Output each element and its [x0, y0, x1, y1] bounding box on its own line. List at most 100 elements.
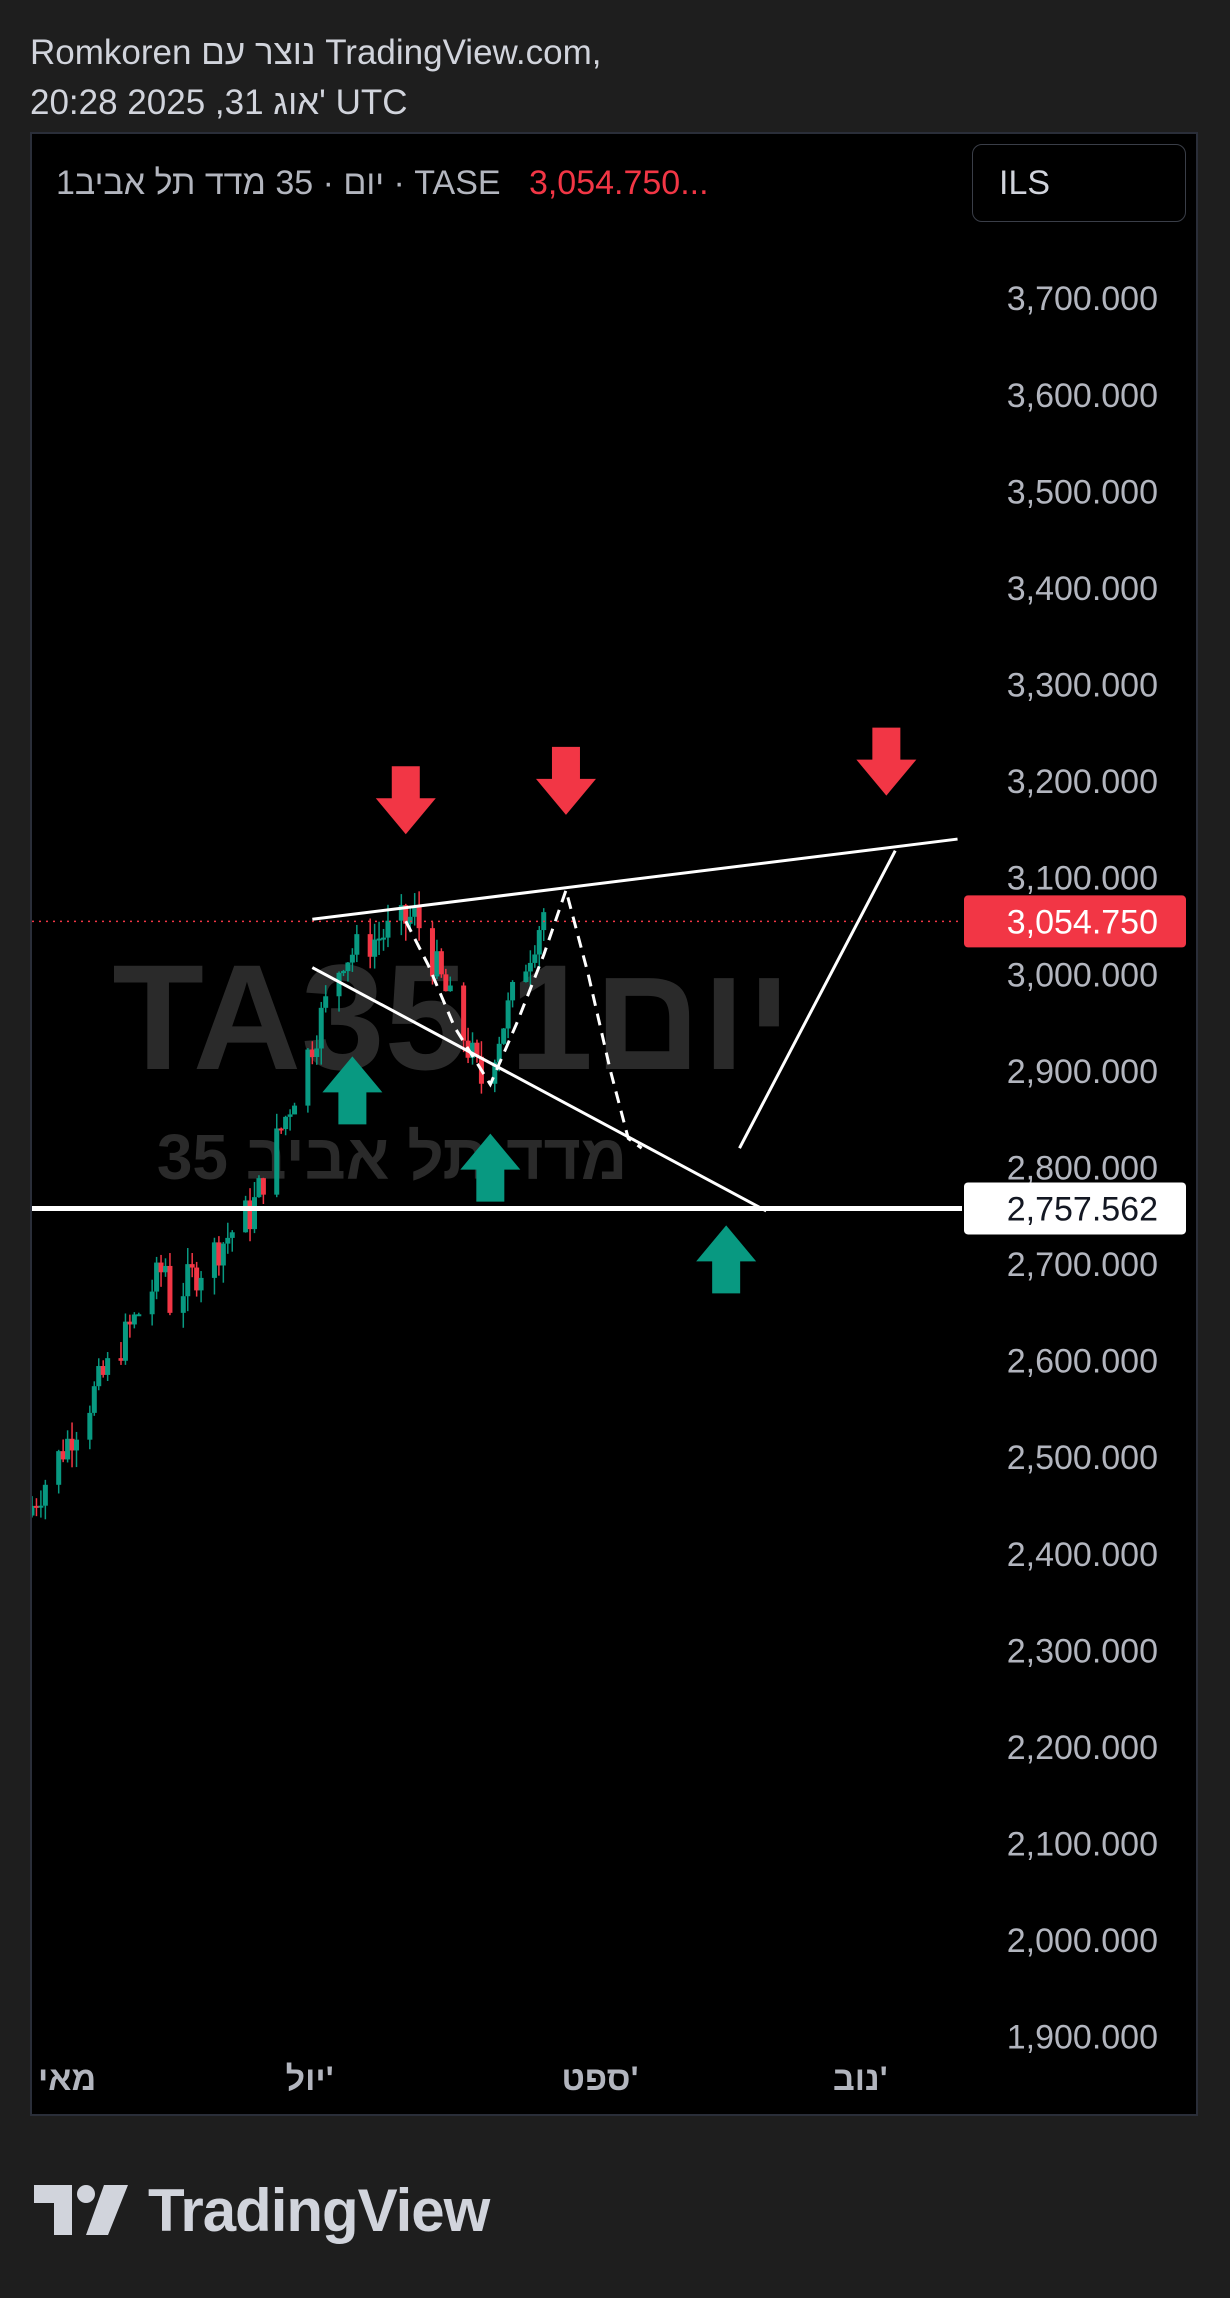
candle-body	[211, 1242, 217, 1278]
last-price-tag	[964, 895, 1186, 948]
candle-body	[496, 1043, 502, 1063]
candle-body	[416, 906, 422, 929]
candle-body	[91, 1386, 97, 1413]
candle-body	[96, 1366, 102, 1387]
x-tick-label: נוב'	[833, 2060, 888, 2098]
candle-body	[56, 1451, 62, 1485]
brand-name: TradingView	[148, 2176, 490, 2244]
candle-body	[42, 1484, 48, 1506]
candle-body	[283, 1116, 289, 1130]
candle-body	[260, 1178, 266, 1195]
footer-logo: TradingView	[34, 2170, 490, 2250]
candle-body	[105, 1358, 111, 1375]
watermark-name: 35 מדד תל אביב	[157, 1121, 627, 1193]
candle-body	[318, 1007, 324, 1049]
candle-body	[87, 1412, 93, 1440]
candle-body	[447, 985, 453, 992]
currency-button[interactable]: ILS	[972, 144, 1186, 222]
arrows-layer	[322, 727, 917, 1294]
x-tick-label: ספט'	[562, 2060, 639, 2098]
attribution-line-2: 20:28 2025 ,31 אוג' UTC	[30, 83, 408, 122]
y-tick-label: 2,200.000	[1007, 1729, 1158, 1767]
candle-body	[536, 930, 542, 955]
candle-body	[216, 1242, 222, 1266]
y-tick-label: 2,300.000	[1007, 1632, 1158, 1670]
y-tick-label: 3,000.000	[1007, 956, 1158, 994]
candle-body	[32, 1505, 35, 1516]
y-tick-label: 3,300.000	[1007, 667, 1158, 705]
y-tick-label: 2,000.000	[1007, 1922, 1158, 1960]
arrow-down-icon	[856, 727, 917, 796]
candle-body	[372, 939, 378, 957]
y-tick-label: 2,900.000	[1007, 1053, 1158, 1091]
candle-body	[532, 954, 538, 963]
y-tick-label: 1,900.000	[1007, 2019, 1158, 2057]
candle-body	[229, 1232, 235, 1238]
candle-body	[256, 1178, 262, 1198]
symbol-description[interactable]: 1יום · 35 מדד תל אביב · TASE	[56, 164, 501, 202]
candle-body	[33, 1505, 39, 1508]
candle-body	[385, 920, 391, 938]
chart-panel[interactable]: TA35 1יום 35 מדד תל אביב 3,800.0003,700.…	[30, 132, 1198, 2116]
candle-body	[309, 1049, 315, 1058]
candle-body	[189, 1264, 195, 1268]
candle-body	[278, 1128, 284, 1131]
candle-body	[118, 1358, 124, 1361]
candle-body	[492, 1062, 498, 1084]
attribution-line-1: Romkoren נוצר עם TradingView.com,	[30, 33, 602, 72]
level-tag	[964, 1182, 1186, 1235]
arrow-up-icon	[460, 1133, 521, 1202]
candle-body	[474, 1042, 480, 1057]
y-tick-label: 2,800.000	[1007, 1149, 1158, 1187]
tradingview-logo-icon	[34, 2185, 128, 2235]
arrow-down-icon	[375, 766, 436, 835]
candle-body	[100, 1366, 106, 1375]
candle-body	[314, 1048, 320, 1058]
candle-body	[127, 1321, 133, 1325]
candle-body	[305, 1049, 311, 1106]
y-tick-label: 3,500.000	[1007, 473, 1158, 511]
candle-body	[158, 1262, 164, 1273]
candle-body	[287, 1114, 293, 1117]
y-tick-label: 2,500.000	[1007, 1439, 1158, 1477]
candle-body	[131, 1314, 137, 1325]
candle-body	[501, 1028, 507, 1044]
candle-body	[225, 1237, 231, 1244]
candle-body	[167, 1265, 173, 1313]
x-tick-label: מאי	[38, 2060, 96, 2098]
y-tick-label: 2,400.000	[1007, 1536, 1158, 1574]
candle-body	[162, 1265, 168, 1273]
candle-body	[523, 971, 529, 983]
y-tick-label: 3,400.000	[1007, 570, 1158, 608]
candle-body	[274, 1128, 280, 1195]
candle-body	[412, 906, 418, 917]
trendline	[311, 966, 767, 1213]
time-axis: מאי יול' ספט' נוב'	[38, 2060, 888, 2098]
candle-body	[443, 974, 449, 992]
symbol-legend[interactable]: 1יום · 35 מדד תל אביב · TASE 3,054.750..…	[56, 164, 709, 203]
candle-body	[527, 962, 533, 972]
candle-body	[376, 938, 382, 941]
chart-attribution: Romkoren נוצר עם TradingView.com, 20:28 …	[30, 28, 601, 128]
candle-body	[510, 982, 516, 1001]
y-tick-label: 2,100.000	[1007, 1826, 1158, 1864]
candlestick-chart[interactable]: TA35 1יום 35 מדד תל אביב 3,800.0003,700.…	[32, 134, 1196, 2114]
candle-body	[340, 971, 346, 974]
candle-body	[198, 1277, 204, 1291]
candle-body	[349, 954, 355, 963]
candle-body	[220, 1243, 226, 1266]
projected-path	[404, 885, 643, 1150]
candle-body	[345, 962, 351, 972]
candles-layer	[32, 891, 547, 1520]
candle-body	[122, 1321, 128, 1361]
candle-body	[136, 1314, 142, 1317]
candle-body	[505, 1000, 511, 1029]
last-price-label: 3,054.750	[1007, 903, 1158, 941]
y-tick-label: 2,700.000	[1007, 1246, 1158, 1284]
level-label: 2,757.562	[1007, 1190, 1158, 1228]
y-tick-label: 3,600.000	[1007, 377, 1158, 415]
y-tick-label: 3,100.000	[1007, 860, 1158, 898]
drawings-layer	[311, 837, 958, 1213]
candle-body	[243, 1200, 249, 1233]
watermark-ticker: TA35 1יום	[112, 933, 791, 1101]
